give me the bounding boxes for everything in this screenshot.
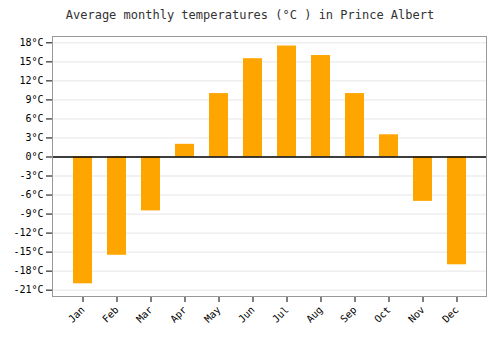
svg-text:-6°C: -6°C: [19, 189, 43, 200]
svg-text:18°C: 18°C: [19, 37, 43, 48]
svg-text:-12°C: -12°C: [13, 227, 43, 238]
svg-text:Jan: Jan: [66, 304, 87, 325]
svg-text:May: May: [202, 304, 223, 325]
svg-text:Nov: Nov: [406, 304, 427, 325]
svg-text:-21°C: -21°C: [13, 284, 43, 295]
svg-text:9°C: 9°C: [25, 94, 43, 105]
svg-text:Mar: Mar: [134, 304, 155, 325]
svg-text:-9°C: -9°C: [19, 208, 43, 219]
svg-text:Jul: Jul: [270, 304, 291, 325]
html-text:Average monthly temperatures (: Average monthly temperatures (°C ) in Pr…: [65, 8, 435, 22]
svg-text:Sep: Sep: [338, 304, 359, 325]
svg-text:Apr: Apr: [168, 304, 189, 325]
svg-text:3°C: 3°C: [25, 132, 43, 143]
svg-text:12°C: 12°C: [19, 75, 43, 86]
svg-text:Oct: Oct: [372, 304, 393, 325]
svg-text:Jun: Jun: [236, 304, 257, 325]
svg-text:-15°C: -15°C: [13, 246, 43, 257]
svg-text:-18°C: -18°C: [13, 265, 43, 276]
svg-text:15°C: 15°C: [19, 56, 43, 67]
svg-text:6°C: 6°C: [25, 113, 43, 124]
svg-text:-3°C: -3°C: [19, 170, 43, 181]
svg-text:Aug: Aug: [304, 304, 325, 325]
svg-text:Dec: Dec: [440, 304, 461, 325]
svg-text:Feb: Feb: [100, 304, 121, 325]
svg-text:0°C: 0°C: [25, 151, 43, 162]
